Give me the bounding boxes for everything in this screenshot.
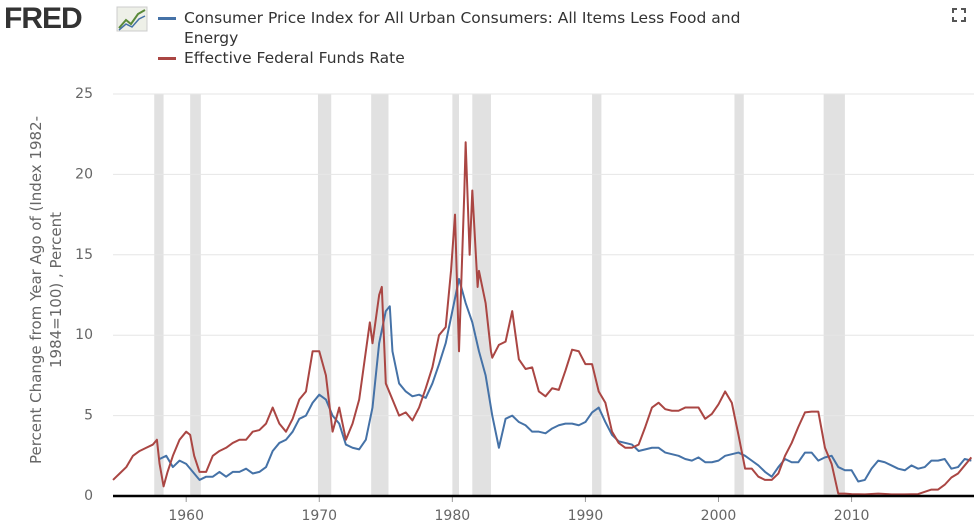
legend-item[interactable]: Effective Federal Funds Rate xyxy=(158,48,758,68)
recession-band xyxy=(592,94,602,496)
recession-band xyxy=(317,94,332,496)
recession-band xyxy=(734,94,744,496)
fullscreen-icon[interactable] xyxy=(952,8,966,22)
y-tick-label: 5 xyxy=(84,408,93,424)
x-tick-label: 2000 xyxy=(701,508,737,524)
y-tick-label: 20 xyxy=(75,166,93,182)
legend-swatch xyxy=(158,17,176,20)
legend-swatch xyxy=(158,57,176,60)
x-tick-label: 2010 xyxy=(834,508,870,524)
x-tick-label: 1980 xyxy=(435,508,471,524)
logo[interactable]: FRED xyxy=(4,2,83,35)
logo-icon xyxy=(116,6,148,32)
legend: Consumer Price Index for All Urban Consu… xyxy=(158,8,758,68)
recession-band xyxy=(472,94,491,496)
x-tick-label: 1970 xyxy=(301,508,337,524)
x-tick-label: 1990 xyxy=(568,508,604,524)
y-tick-label: 0 xyxy=(84,488,93,504)
series-line xyxy=(159,277,972,483)
y-tick-label: 10 xyxy=(75,327,93,343)
legend-label: Effective Federal Funds Rate xyxy=(184,49,405,67)
recession-band xyxy=(154,94,164,496)
y-tick-label: 15 xyxy=(75,247,93,263)
x-tick-label: 1960 xyxy=(168,508,204,524)
recession-band xyxy=(190,94,201,496)
legend-label: Consumer Price Index for All Urban Consu… xyxy=(184,9,741,47)
recession-band xyxy=(823,94,845,496)
y-tick-label: 25 xyxy=(75,86,93,102)
legend-item[interactable]: Consumer Price Index for All Urban Consu… xyxy=(158,8,758,48)
series-line xyxy=(112,141,973,496)
